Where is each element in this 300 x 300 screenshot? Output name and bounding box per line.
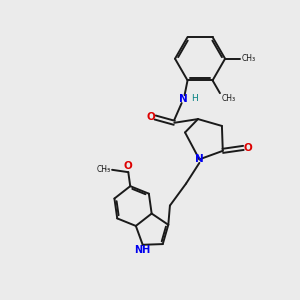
Text: CH₃: CH₃ [241,54,255,63]
Text: N: N [179,94,188,104]
Text: O: O [123,161,132,171]
Text: H: H [191,94,198,103]
Text: CH₃: CH₃ [97,165,111,174]
Text: O: O [146,112,155,122]
Text: NH: NH [134,245,150,255]
Text: N: N [195,154,204,164]
Text: O: O [243,143,252,153]
Text: methoxy: methoxy [104,169,111,170]
Text: CH₃: CH₃ [221,94,236,103]
